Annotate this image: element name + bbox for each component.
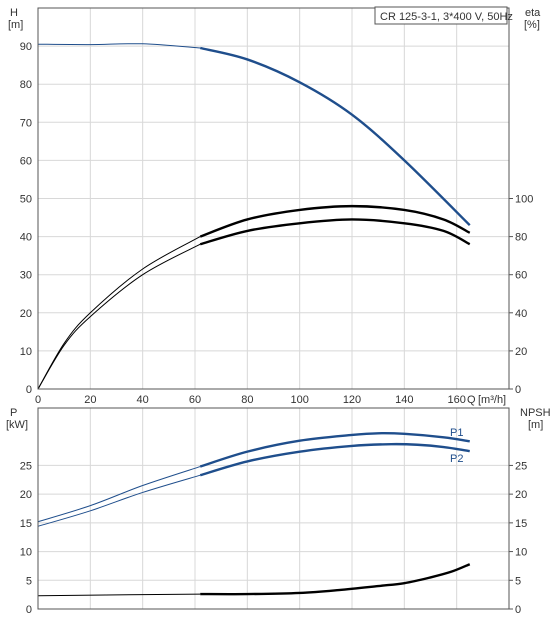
right-axis-unit-top: [%] [524,19,540,31]
right-axis-symbol-bottom: NPSH [520,407,551,419]
left-tick-label-0-70: 70 [20,117,32,129]
curve-P1-extrapolated [37,466,201,523]
left-tick-label-0-80: 80 [20,79,32,91]
right-tick-label-1-0: 0 [515,604,521,616]
left-tick-label-0-20: 20 [20,308,32,320]
curve-H-operating [199,46,471,227]
right-axis-unit-bottom: [m] [528,419,543,431]
right-tick-label-1-25: 25 [515,460,527,472]
curve-eta-lower-operating [199,218,471,246]
left-tick-label-0-30: 30 [20,270,32,282]
plot-frame-1 [37,407,510,610]
curve-eta-upper-extrapolated [37,236,201,390]
left-tick-label-1-5: 5 [26,575,32,587]
left-tick-label-1-10: 10 [20,547,32,559]
x-tick-label-60: 60 [189,394,201,406]
right-tick-label-0-20: 20 [515,346,527,358]
right-tick-label-1-15: 15 [515,518,527,530]
right-tick-label-0-100: 100 [515,194,533,206]
x-tick-label-20: 20 [84,394,96,406]
right-tick-label-0-80: 80 [515,232,527,244]
curve-NPSH-extrapolated [37,593,201,597]
right-tick-label-1-20: 20 [515,489,527,501]
label-layer: CR 125-3-1, 3*400 V, 50Hz H [m] eta [%] … [6,6,551,465]
title-box [374,6,508,25]
x-tick-label-120: 120 [343,394,361,406]
curve-P2-operating [199,442,470,477]
x-tick-label-100: 100 [290,394,308,406]
grid-layer [38,8,509,609]
left-tick-label-1-20: 20 [20,489,32,501]
curve-H-extrapolated [37,43,201,49]
right-tick-label-0-40: 40 [515,308,527,320]
left-axis-symbol-bottom: P [10,407,17,419]
right-tick-label-0-60: 60 [515,270,527,282]
legend-p2: P2 [450,453,463,465]
x-tick-label-0: 0 [35,394,41,406]
plot-frame-0 [37,7,510,390]
left-axis-symbol-top: H [10,7,18,19]
right-tick-label-1-5: 5 [515,575,521,587]
left-tick-label-1-15: 15 [20,518,32,530]
curve-P2-extrapolated [37,474,201,527]
legend-p1: P1 [450,427,463,439]
x-axis-unit: [m³/h] [478,394,506,406]
x-tick-label-140: 140 [395,394,413,406]
x-tick-label-160: 160 [447,394,465,406]
curve-NPSH-operating [200,563,471,596]
left-tick-label-0-0: 0 [26,384,32,396]
right-tick-label-1-10: 10 [515,547,527,559]
chart-title: CR 125-3-1, 3*400 V, 50Hz [380,11,513,23]
curve-layer [37,43,471,597]
left-axis-unit-top: [m] [8,19,23,31]
curve-eta-upper-operating [199,204,471,238]
right-tick-label-0-0: 0 [515,384,521,396]
left-tick-label-1-25: 25 [20,460,32,472]
curve-eta-lower-extrapolated [37,243,201,390]
curve-P1-operating [199,431,470,468]
x-axis-symbol: Q [467,394,476,406]
left-tick-label-0-90: 90 [20,41,32,53]
x-tick-label-80: 80 [241,394,253,406]
left-tick-label-0-50: 50 [20,194,32,206]
left-tick-label-0-10: 10 [20,346,32,358]
left-tick-label-1-0: 0 [26,604,32,616]
left-tick-label-0-40: 40 [20,232,32,244]
x-tick-label-40: 40 [137,394,149,406]
left-tick-label-0-60: 60 [20,155,32,167]
left-axis-unit-bottom: [kW] [6,419,28,431]
right-axis-symbol-top: eta [525,7,541,19]
